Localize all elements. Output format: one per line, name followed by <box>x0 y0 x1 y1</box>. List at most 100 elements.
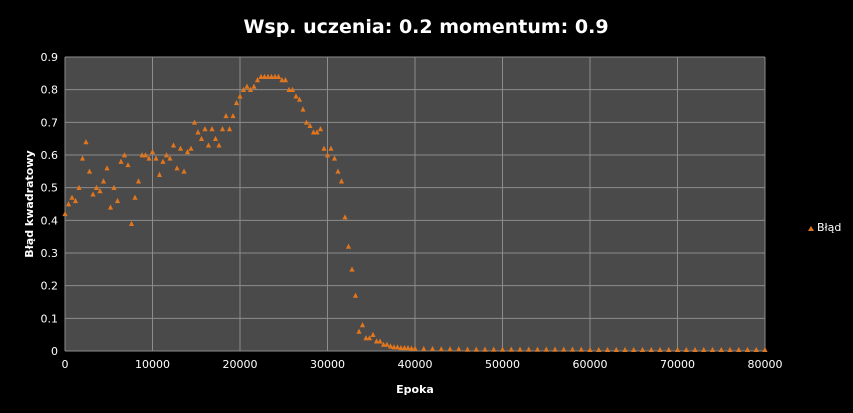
data-point <box>300 106 306 112</box>
data-point <box>261 73 268 79</box>
data-point <box>508 346 514 352</box>
data-point <box>587 346 593 353</box>
data-point <box>296 96 303 102</box>
data-point <box>613 346 619 353</box>
data-point <box>328 145 334 151</box>
data-point <box>352 292 359 298</box>
data-point <box>79 155 86 161</box>
data-point <box>135 178 142 184</box>
data-point <box>174 165 180 171</box>
legend-label: Błąd <box>817 221 841 234</box>
data-point <box>666 346 672 353</box>
data-point <box>331 155 338 161</box>
x-tick-label: 30000 <box>310 358 345 371</box>
data-point <box>356 328 362 334</box>
y-tick-label: 0.6 <box>41 149 59 162</box>
data-point <box>401 344 408 351</box>
data-point <box>736 346 742 353</box>
y-tick-label: 0.3 <box>41 247 59 260</box>
data-point <box>219 126 226 132</box>
data-point <box>718 346 724 353</box>
data-point <box>149 148 156 155</box>
data-point <box>139 152 145 158</box>
data-point <box>387 343 394 349</box>
data-point <box>335 168 341 174</box>
data-point <box>429 345 436 352</box>
x-tick-label: 20000 <box>223 358 258 371</box>
legend-marker <box>808 226 814 231</box>
data-point <box>377 338 383 344</box>
data-point <box>198 135 205 142</box>
data-point <box>86 168 93 174</box>
x-axis-label: Epoka <box>396 383 434 396</box>
data-point <box>342 214 348 220</box>
data-point <box>359 322 366 328</box>
y-axis-ticks: 0 0.1 0.2 0.3 0.4 0.5 0.6 0.7 0.8 0.9 <box>41 51 59 358</box>
data-point <box>473 346 479 352</box>
data-point <box>156 171 163 177</box>
x-tick-label: 80000 <box>748 358 783 371</box>
data-point <box>258 73 264 79</box>
data-point <box>569 346 576 352</box>
data-point <box>209 126 215 132</box>
data-point <box>482 346 488 352</box>
data-point <box>216 142 222 148</box>
data-point <box>727 346 733 353</box>
data-point <box>163 152 170 158</box>
data-point <box>286 86 292 93</box>
data-point <box>314 129 320 135</box>
chart-title: Wsp. uczenia: 0.2 momentum: 0.9 <box>243 16 608 38</box>
data-point <box>683 346 689 353</box>
data-point <box>517 346 523 352</box>
data-point <box>205 142 212 148</box>
data-point <box>191 119 198 125</box>
y-tick-label: 0.4 <box>41 214 59 227</box>
data-point <box>526 346 532 352</box>
data-point <box>121 152 128 158</box>
x-tick-label: 10000 <box>135 358 170 371</box>
data-point <box>324 152 331 158</box>
data-point <box>307 122 313 128</box>
data-point <box>456 346 462 352</box>
data-point <box>692 346 698 353</box>
data-point <box>384 341 390 347</box>
data-point <box>293 93 299 99</box>
data-point <box>233 99 240 106</box>
data-point <box>648 346 654 353</box>
data-point <box>373 338 380 344</box>
y-tick-label: 0.9 <box>41 51 59 64</box>
data-point <box>153 155 159 161</box>
data-point <box>412 345 418 351</box>
data-point <box>107 204 114 210</box>
y-tick-label: 0.8 <box>41 84 59 97</box>
data-point <box>753 346 759 353</box>
data-point <box>128 220 135 226</box>
data-point <box>604 346 611 353</box>
x-tick-label: 50000 <box>485 358 520 371</box>
data-point <box>83 139 89 145</box>
x-tick-label: 60000 <box>573 358 608 371</box>
data-point <box>289 86 296 93</box>
data-point <box>380 341 387 347</box>
y-tick-label: 0.2 <box>41 280 59 293</box>
data-point <box>534 346 541 352</box>
data-point <box>561 346 567 352</box>
data-point <box>118 158 124 164</box>
data-point <box>265 73 271 79</box>
data-point <box>170 142 177 148</box>
data-point <box>272 73 278 79</box>
data-point <box>72 197 79 204</box>
y-tick-label: 0.1 <box>41 312 59 325</box>
data-point <box>744 346 751 353</box>
data-point <box>363 335 369 341</box>
data-point <box>230 112 236 119</box>
data-point <box>622 346 628 353</box>
data-point <box>244 83 250 89</box>
grid-lines <box>64 56 766 352</box>
y-tick-label: 0.7 <box>41 116 59 129</box>
legend: Błąd <box>808 221 841 234</box>
data-point <box>366 335 373 341</box>
data-point <box>321 145 327 151</box>
data-point <box>275 73 282 79</box>
